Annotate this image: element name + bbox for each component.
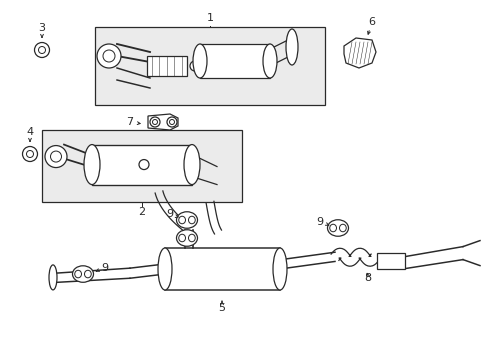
Ellipse shape [26, 150, 34, 158]
Ellipse shape [84, 270, 91, 278]
Text: 9: 9 [316, 217, 323, 227]
Ellipse shape [22, 147, 38, 162]
Text: 8: 8 [364, 273, 371, 283]
Ellipse shape [188, 216, 195, 224]
Ellipse shape [176, 230, 197, 246]
Ellipse shape [158, 248, 172, 290]
Text: 1: 1 [206, 13, 213, 23]
Bar [147, 56, 186, 76]
Ellipse shape [35, 42, 49, 58]
Text: 7: 7 [126, 117, 133, 127]
Text: 5: 5 [218, 303, 225, 313]
Ellipse shape [50, 151, 61, 162]
Text: 6: 6 [368, 17, 375, 27]
Bar [42, 130, 242, 202]
Ellipse shape [193, 44, 206, 78]
Ellipse shape [167, 117, 177, 127]
Text: 2: 2 [138, 207, 145, 217]
Ellipse shape [97, 44, 121, 68]
Bar [95, 27, 325, 105]
Ellipse shape [272, 248, 286, 290]
Ellipse shape [103, 50, 115, 62]
Ellipse shape [45, 145, 67, 167]
Ellipse shape [179, 234, 185, 242]
Bar [92, 145, 192, 185]
Ellipse shape [150, 117, 160, 127]
Polygon shape [148, 114, 178, 130]
Polygon shape [343, 38, 375, 68]
Ellipse shape [339, 224, 346, 232]
Ellipse shape [183, 145, 200, 185]
Ellipse shape [285, 29, 297, 65]
Ellipse shape [39, 46, 45, 54]
Ellipse shape [84, 145, 100, 185]
Bar [376, 253, 404, 269]
Ellipse shape [152, 120, 157, 125]
Text: 9: 9 [101, 263, 108, 273]
Ellipse shape [72, 266, 93, 282]
Ellipse shape [179, 216, 185, 224]
Ellipse shape [139, 159, 149, 170]
Ellipse shape [169, 120, 174, 125]
Ellipse shape [176, 212, 197, 228]
Ellipse shape [329, 224, 336, 232]
Bar [200, 44, 269, 78]
Ellipse shape [327, 220, 348, 236]
Ellipse shape [49, 265, 57, 290]
Text: 4: 4 [26, 127, 34, 137]
Ellipse shape [190, 61, 200, 71]
Ellipse shape [263, 44, 276, 78]
Text: 9: 9 [166, 209, 173, 219]
Text: 3: 3 [39, 23, 45, 33]
Bar [164, 248, 280, 290]
Ellipse shape [75, 270, 81, 278]
Ellipse shape [188, 234, 195, 242]
